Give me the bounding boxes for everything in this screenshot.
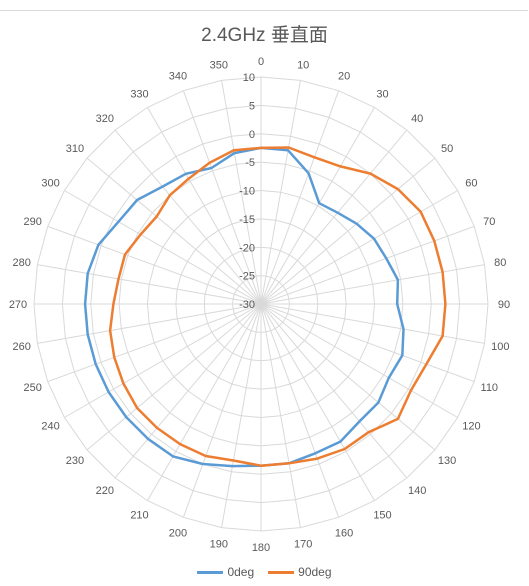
series-90deg <box>108 146 447 467</box>
angle-tick-label: 220 <box>96 485 114 497</box>
grid-spoke <box>260 303 475 383</box>
angle-tick-label: 90 <box>498 299 510 311</box>
grid-spoke <box>260 107 375 305</box>
radial-tick-label: 0 <box>249 129 255 141</box>
legend-item-0deg: 0deg <box>197 565 254 579</box>
grid-spoke <box>260 80 301 305</box>
grid-spoke <box>260 303 375 501</box>
legend-label-0deg: 0deg <box>227 565 255 579</box>
grid-spoke <box>47 225 262 305</box>
angle-tick-label: 50 <box>441 143 453 155</box>
grid-spoke <box>147 303 262 501</box>
legend-swatch-90deg <box>268 570 295 574</box>
angle-tick-label: 290 <box>24 216 42 228</box>
angle-tick-label: 280 <box>13 257 31 269</box>
grid-spoke <box>86 157 262 305</box>
chart-top-border <box>0 10 528 11</box>
grid-spoke <box>37 303 262 344</box>
grid-spoke <box>221 80 262 305</box>
legend: 0deg 90deg <box>0 563 529 581</box>
angle-tick-label: 0 <box>258 56 264 68</box>
angle-tick-label: 330 <box>130 89 148 101</box>
angle-tick-label: 20 <box>338 71 350 83</box>
grid-spoke <box>260 303 485 344</box>
radial-tick-label: -10 <box>239 186 255 198</box>
grid-spoke <box>147 107 262 305</box>
angle-tick-label: 320 <box>96 113 114 125</box>
radial-tick-label: -25 <box>239 271 255 283</box>
angle-tick-label: 150 <box>373 509 391 521</box>
grid-spoke <box>86 303 262 451</box>
grid-spoke <box>64 303 262 418</box>
grid-spoke <box>221 303 262 528</box>
legend-swatch-0deg <box>197 570 224 574</box>
angle-tick-label: 70 <box>483 216 495 228</box>
angle-tick-label: 250 <box>24 382 42 394</box>
radial-tick-label: -20 <box>239 242 255 254</box>
grid-spoke <box>47 303 262 383</box>
radial-tick-label: 5 <box>249 100 255 112</box>
angle-tick-label: 130 <box>438 455 456 467</box>
angle-tick-label: 160 <box>335 527 353 539</box>
grid-spoke <box>260 129 408 305</box>
radial-tick-label: -5 <box>245 157 255 169</box>
angle-tick-label: 270 <box>9 299 27 311</box>
angle-tick-label: 40 <box>411 113 423 125</box>
angle-tick-label: 180 <box>252 542 270 554</box>
angle-tick-label: 110 <box>481 382 499 394</box>
grid-spoke <box>260 303 436 451</box>
angle-tick-label: 120 <box>462 421 480 433</box>
grid-spoke <box>182 303 262 518</box>
radial-tick-label: -15 <box>239 214 255 226</box>
angle-tick-label: 10 <box>297 60 309 72</box>
angle-tick-label: 170 <box>294 538 312 550</box>
chart-title: 2.4GHz 垂直面 <box>201 25 328 46</box>
grid-spoke <box>182 90 262 305</box>
grid-spoke <box>260 303 408 479</box>
series-line-90deg <box>108 146 447 467</box>
radar-grid <box>33 76 489 532</box>
grid-spoke <box>260 303 301 528</box>
radial-tick-label: 10 <box>243 72 255 84</box>
grid-spoke <box>114 303 262 479</box>
grid-spoke <box>260 303 458 418</box>
legend-item-90deg: 90deg <box>268 565 332 579</box>
grid-spoke <box>260 157 436 305</box>
angle-tick-label: 210 <box>130 509 148 521</box>
angle-tick-label: 80 <box>494 257 506 269</box>
angle-tick-label: 300 <box>41 178 59 190</box>
angle-tick-label: 350 <box>210 60 228 72</box>
angle-tick-label: 100 <box>491 341 509 353</box>
angle-tick-label: 200 <box>169 527 187 539</box>
grid-spoke <box>64 190 262 305</box>
grid-spoke <box>260 225 475 305</box>
angle-tick-label: 340 <box>169 71 187 83</box>
grid-spoke <box>37 264 262 305</box>
angle-tick-label: 230 <box>66 455 84 467</box>
grid-spoke <box>260 303 340 518</box>
angle-tick-label: 60 <box>465 178 477 190</box>
angle-tick-label: 140 <box>408 485 426 497</box>
angle-tick-label: 310 <box>66 143 84 155</box>
angle-tick-label: 260 <box>13 341 31 353</box>
grid-spoke <box>260 90 340 305</box>
legend-label-90deg: 90deg <box>298 565 332 579</box>
angle-tick-label: 190 <box>210 538 228 550</box>
angle-tick-label: 240 <box>41 421 59 433</box>
radial-tick-label: -30 <box>239 299 255 311</box>
grid-spoke <box>260 190 458 305</box>
grid-spoke <box>260 264 485 305</box>
grid-spoke <box>114 129 262 305</box>
angle-tick-label: 30 <box>376 89 388 101</box>
